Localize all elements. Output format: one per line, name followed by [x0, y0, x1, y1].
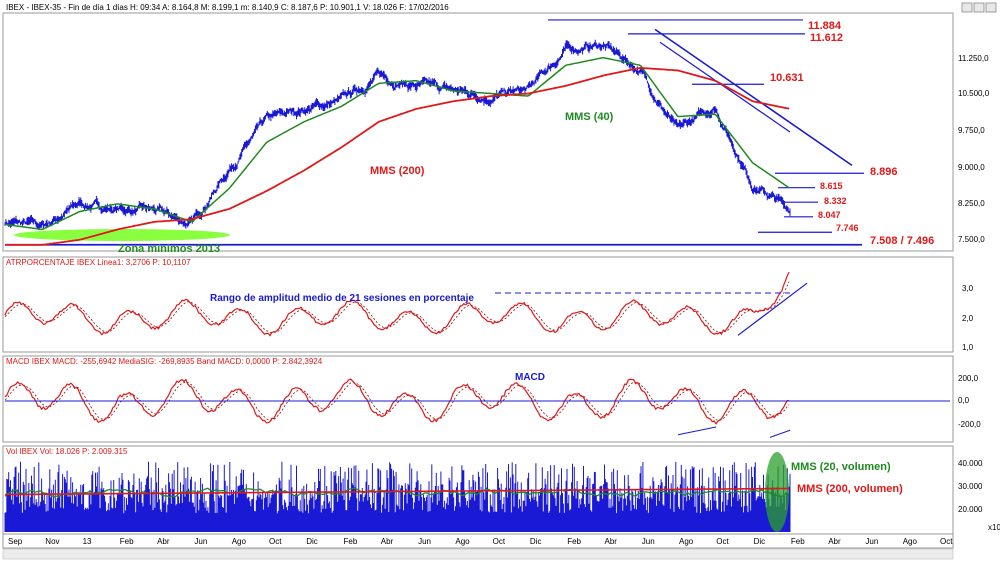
x-axis-label: Oct [940, 537, 953, 546]
x-axis-label: Feb [344, 537, 358, 546]
macd-annotation: MACD [515, 372, 545, 383]
level-label: 8.047 [818, 210, 841, 220]
mms200-label: MMS (200) [370, 165, 425, 177]
macd-series [4, 378, 790, 425]
macd-panel [2, 355, 954, 443]
volume-plot [4, 452, 791, 532]
x-axis-label: Oct [493, 537, 506, 546]
x-axis-label: Ago [679, 537, 694, 546]
x-axis-label: Feb [791, 537, 805, 546]
vol-ytick: 40.000 [958, 459, 983, 468]
x-axis-label: Ago [232, 537, 247, 546]
level-label: 8.332 [824, 196, 847, 206]
macd-plot [4, 378, 950, 438]
trend-line [654, 28, 853, 167]
x-axis: Sep Nov 13 Feb Abr Jun Ago Oct Dic Feb Abr Jun Ago Oc… [8, 537, 953, 546]
volume-bars [4, 461, 791, 532]
atr-ytick: 2,0 [962, 314, 974, 323]
atr-header: ATRPORCENTAJE IBEX Linea1: 3,2706 P: 10,… [6, 258, 191, 267]
price-panel [2, 12, 954, 252]
price-ytick: 11.250,0 [958, 54, 989, 63]
macd-ytick: 0,0 [958, 396, 970, 405]
macd-trend-line [677, 426, 717, 436]
vol-ytick: 30.000 [958, 482, 983, 491]
zona-label: Zona mínimos 2013 [118, 243, 220, 255]
window-header: IBEX - IBEX-35 - Fin de día 1 días H: 09… [6, 3, 449, 12]
x-axis-label: Feb [120, 537, 134, 546]
x-axis-label: Abr [605, 537, 618, 546]
mms200-series [5, 66, 790, 246]
x-axis-label: Jun [418, 537, 431, 546]
x-axis-label: Nov [45, 537, 59, 546]
macd-ytick: -200,0 [958, 420, 981, 429]
atr-trend-line [737, 282, 808, 336]
level-label: 11.612 [810, 32, 843, 44]
x-axis-label: 13 [83, 537, 92, 546]
macd-ytick: 200,0 [958, 374, 979, 383]
mms40-series [4, 56, 790, 231]
macd-header: MACD IBEX MACD: -255,6942 MediaSIG: -269… [6, 357, 323, 366]
vol-header: Vol IBEX Vol: 18.026 P: 2.009.315 [6, 447, 128, 456]
x-axis-label: Jun [194, 537, 207, 546]
price-ytick: 8.250,0 [958, 199, 985, 208]
x-axis-label: Ago [903, 537, 918, 546]
x-axis-label: Oct [269, 537, 282, 546]
x-axis-label: Sep [8, 537, 23, 546]
horizontal-scrollbar[interactable] [2, 548, 954, 560]
price-ytick: 9.750,0 [958, 126, 985, 135]
atr-panel [2, 256, 954, 353]
price-ytick: 7.500,0 [958, 235, 985, 244]
zona-minimos-zone [14, 229, 230, 241]
vol-mms20-label: MMS (20, volumen) [791, 461, 891, 473]
level-label: 7.508 / 7.496 [870, 235, 934, 247]
level-label: 11.884 [808, 20, 842, 32]
x-axis-label: Abr [157, 537, 170, 546]
x-axis-label: Jun [865, 537, 878, 546]
level-label: 10.631 [770, 72, 804, 84]
volume-highlight [765, 452, 789, 532]
atr-plot [4, 271, 808, 337]
vol-unit: x10 [988, 523, 1000, 532]
atr-ytick: 3,0 [962, 284, 974, 293]
x-axis-label: Dic [530, 537, 542, 546]
atr-signal [4, 281, 790, 334]
maximize-button[interactable] [973, 2, 985, 13]
level-label: 8.896 [870, 166, 898, 178]
minimize-button[interactable] [961, 2, 973, 13]
vol-mms200-series [5, 487, 790, 496]
mms40-label: MMS (40) [565, 111, 614, 123]
vol-ytick: 20.000 [958, 505, 983, 514]
x-axis-label: Oct [716, 537, 729, 546]
x-axis-label: Abr [381, 537, 394, 546]
price-ytick: 9.000,0 [958, 163, 985, 172]
x-axis-label: Dic [754, 537, 766, 546]
vol-mms200-label: MMS (200, volumen) [797, 483, 903, 495]
atr-series [4, 271, 790, 337]
x-axis-band [2, 533, 954, 549]
atr-ytick: 1,0 [962, 343, 974, 352]
atr-annotation: Rango de amplitud medio de 21 sesiones e… [210, 293, 474, 304]
close-button[interactable] [985, 2, 997, 13]
trend-line [659, 41, 791, 133]
macd-trend-line [769, 429, 791, 438]
level-label: 7.746 [836, 223, 859, 233]
price-ytick: 10.500,0 [958, 89, 990, 98]
x-axis-label: Ago [455, 537, 470, 546]
x-axis-label: Jun [642, 537, 655, 546]
level-label: 8.615 [820, 181, 843, 191]
price-plot [4, 19, 864, 246]
x-axis-label: Abr [828, 537, 841, 546]
x-axis-label: Dic [306, 537, 318, 546]
x-axis-label: Feb [567, 537, 581, 546]
